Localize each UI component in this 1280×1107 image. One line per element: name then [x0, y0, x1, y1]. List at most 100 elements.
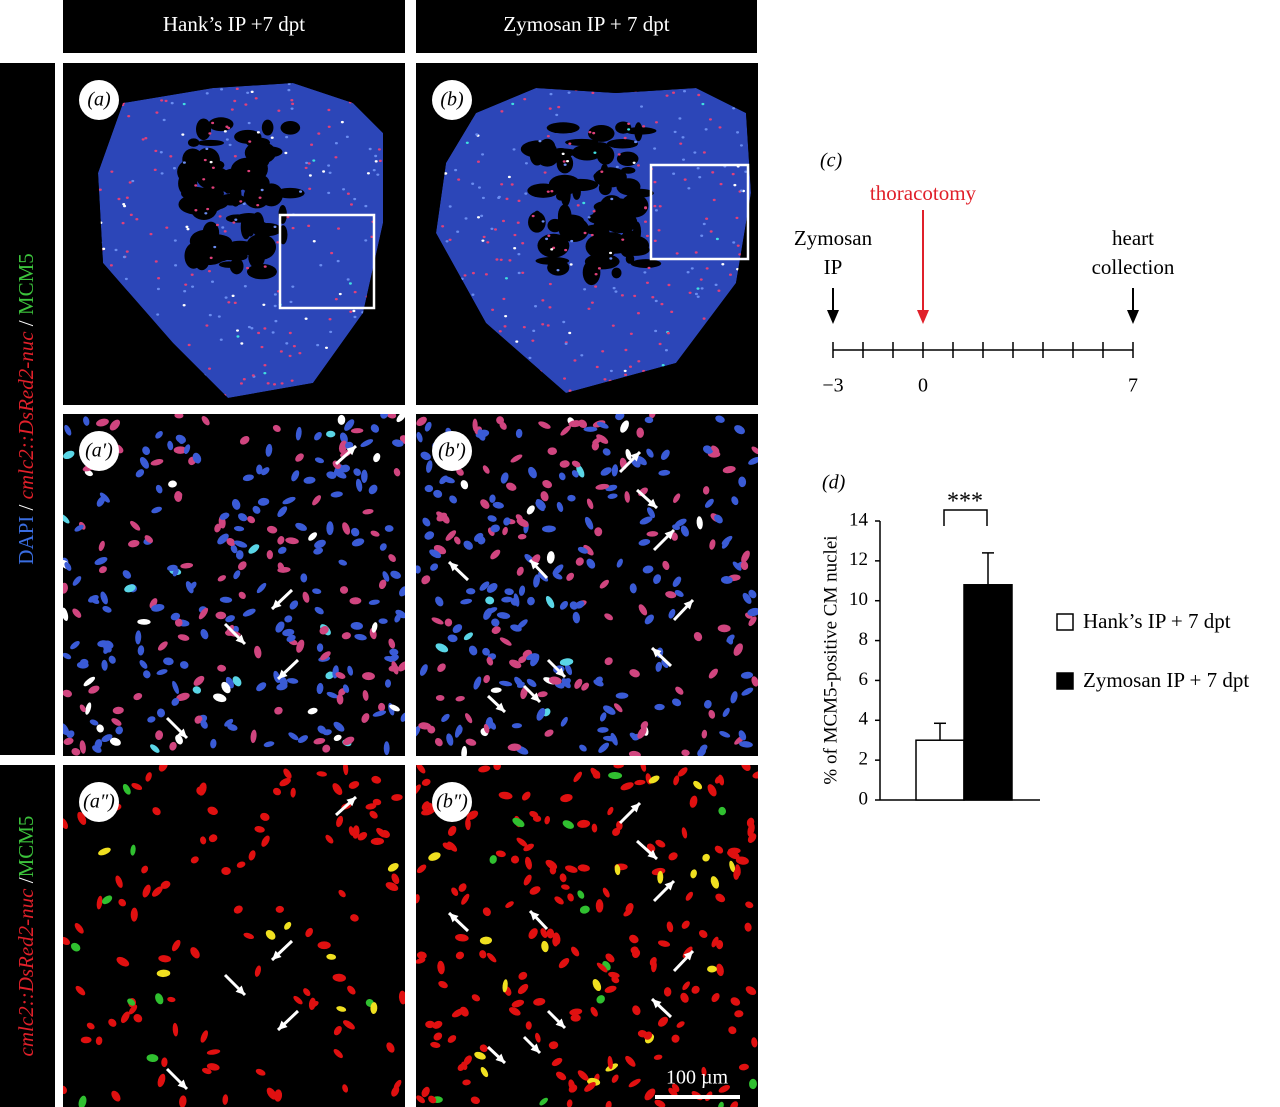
nucleus — [433, 1032, 443, 1041]
nucleus — [666, 332, 670, 335]
nucleus — [352, 825, 360, 839]
nucleus — [653, 574, 662, 584]
nucleus — [291, 102, 295, 106]
nucleus — [160, 880, 171, 889]
nucleus — [118, 898, 127, 907]
nucleus — [428, 852, 441, 861]
arrow-head — [495, 1053, 505, 1063]
nucleus — [174, 264, 178, 267]
panel-label: (a′) — [85, 440, 113, 462]
nucleus — [612, 286, 616, 290]
nucleus — [207, 269, 211, 273]
nucleus — [587, 216, 591, 219]
nucleus — [608, 771, 623, 780]
nucleus — [362, 509, 374, 515]
nucleus — [523, 97, 527, 101]
nucleus — [330, 491, 343, 498]
nucleus — [733, 643, 743, 656]
nucleus — [272, 787, 282, 796]
nucleus — [70, 641, 80, 650]
nucleus — [571, 470, 579, 478]
nucleus — [738, 1063, 749, 1071]
nucleus — [466, 810, 479, 820]
nucleus — [718, 806, 726, 816]
nucleus — [586, 558, 596, 569]
nucleus — [210, 738, 217, 749]
nucleus — [668, 608, 676, 619]
nucleus — [135, 217, 139, 221]
nucleus — [430, 1041, 441, 1048]
nucleus — [559, 658, 574, 666]
nucleus — [499, 680, 513, 687]
nucleus — [478, 765, 491, 773]
nucleus — [233, 99, 237, 103]
nucleus — [231, 294, 235, 298]
nucleus — [109, 419, 121, 431]
nucleus — [362, 672, 375, 681]
nucleus — [548, 107, 552, 110]
nucleus — [663, 987, 672, 997]
nucleus — [620, 782, 634, 791]
arrow-head — [272, 950, 282, 960]
nucleus — [607, 493, 618, 499]
nucleus — [327, 125, 331, 129]
nucleus — [502, 219, 506, 223]
nucleus — [479, 581, 490, 591]
nucleus — [552, 564, 564, 576]
nucleus — [590, 233, 594, 237]
nucleus — [313, 737, 326, 745]
nucleus — [232, 221, 236, 224]
nucleus — [513, 233, 517, 237]
nucleus — [256, 682, 267, 692]
nucleus — [280, 382, 284, 385]
nucleus — [196, 786, 204, 795]
nucleus — [256, 582, 267, 594]
nucleus — [590, 767, 601, 779]
y-tick-label: 4 — [859, 709, 869, 730]
nucleus — [243, 932, 255, 940]
void — [261, 152, 274, 161]
nucleus — [504, 314, 508, 318]
nucleus — [262, 303, 266, 307]
nucleus — [674, 589, 684, 597]
row-label-part: cmlc2::DsRed2-nuc — [14, 888, 38, 1057]
nucleus — [444, 618, 453, 627]
nucleus — [719, 182, 723, 186]
nucleus — [455, 934, 469, 942]
nucleus — [486, 583, 498, 593]
nucleus — [184, 283, 188, 286]
nucleus — [217, 533, 229, 545]
nucleus — [649, 414, 656, 419]
nucleus — [99, 492, 110, 503]
nucleus — [441, 713, 450, 723]
nucleus — [569, 601, 578, 610]
nucleus — [155, 431, 163, 439]
nucleus — [728, 273, 732, 276]
nucleus — [517, 199, 521, 203]
nucleus — [671, 698, 682, 707]
nucleus — [645, 234, 649, 238]
nucleus — [316, 682, 324, 695]
micrograph — [63, 414, 405, 756]
nucleus — [722, 466, 736, 474]
nucleus — [194, 184, 198, 187]
nucleus — [560, 793, 573, 803]
nucleus — [135, 630, 142, 645]
micrograph — [63, 765, 405, 1107]
nucleus — [72, 576, 82, 586]
nucleus — [653, 204, 657, 208]
nucleus — [190, 856, 199, 864]
nucleus — [200, 836, 207, 845]
nucleus — [517, 533, 527, 540]
nucleus — [603, 378, 607, 381]
column-header-bg — [63, 0, 405, 53]
nucleus — [296, 639, 305, 653]
nucleus — [333, 721, 345, 732]
nucleus — [550, 248, 554, 251]
nucleus — [543, 171, 547, 174]
nucleus — [342, 736, 355, 746]
nucleus — [465, 588, 476, 595]
y-tick-label: 0 — [859, 788, 869, 809]
nucleus — [261, 835, 270, 847]
nucleus — [227, 126, 231, 130]
